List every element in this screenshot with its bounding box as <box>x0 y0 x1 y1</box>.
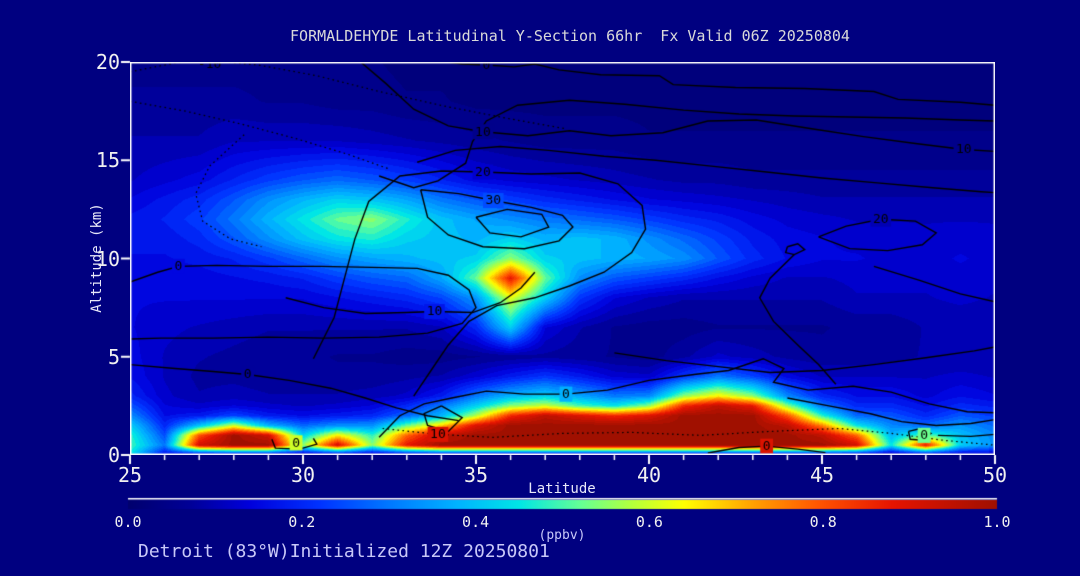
x-tick-label: 25 <box>117 463 143 487</box>
colorbar-unit-label: (ppbv) <box>538 528 586 543</box>
x-tick-label: 50 <box>982 463 1008 487</box>
x-tick-label: 30 <box>290 463 316 487</box>
colorbar-tick-label: 0.4 <box>462 513 490 531</box>
colorbar-tick-label: 0.6 <box>635 513 663 531</box>
y-tick-label: 10 <box>95 246 120 271</box>
colorbar-tick-label: 0.2 <box>288 513 316 531</box>
page-title: FORMALDEHYDE Latitudinal Y-Section 66hr … <box>290 27 850 45</box>
colorbar-tick-label: 0.0 <box>114 513 142 531</box>
y-tick-label: 15 <box>95 148 120 173</box>
x-axis-title: Latitude <box>528 481 596 497</box>
colorbar-tick-label: 1.0 <box>983 513 1011 531</box>
y-tick-label: 20 <box>95 50 120 74</box>
colorbar-tick-label: 0.8 <box>809 513 837 531</box>
init-info-text: Detroit (83°W)Initialized 12Z 20250801 <box>138 541 550 562</box>
y-tick-label: 0 <box>107 443 120 467</box>
x-tick-label: 45 <box>809 463 835 487</box>
ysection-heatmap-canvas <box>130 62 995 455</box>
x-tick-label: 35 <box>463 463 489 487</box>
x-tick-label: 40 <box>636 463 662 487</box>
y-tick-label: 5 <box>107 344 120 369</box>
